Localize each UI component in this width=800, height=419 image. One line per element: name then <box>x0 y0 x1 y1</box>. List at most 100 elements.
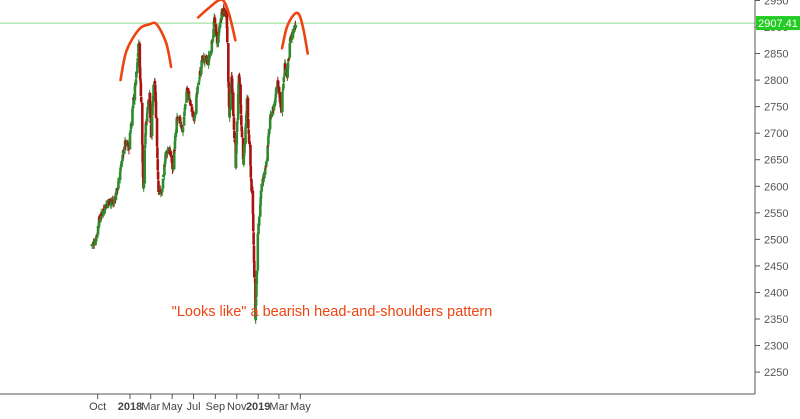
candle <box>225 24 229 45</box>
candle-body <box>251 213 255 232</box>
candle-body <box>169 152 173 155</box>
candle <box>228 108 232 122</box>
candle-body <box>247 134 251 143</box>
candle <box>253 257 256 283</box>
candle <box>227 42 230 83</box>
candle-body <box>100 214 104 216</box>
candle-body <box>138 67 142 80</box>
candle-body <box>270 112 273 117</box>
candle-body <box>186 88 189 91</box>
candle-body <box>248 140 251 145</box>
candle-body <box>279 100 282 107</box>
candle-body <box>236 93 240 120</box>
candle-body <box>255 270 259 285</box>
candle-body <box>241 138 245 160</box>
candle-body <box>95 235 98 237</box>
candle <box>191 106 195 118</box>
candle-body <box>227 82 230 88</box>
candle-body <box>233 130 236 139</box>
candle-body <box>190 103 193 106</box>
candle <box>140 102 144 148</box>
candle <box>169 152 173 156</box>
candle <box>270 111 273 119</box>
candle-body <box>163 164 166 176</box>
candle <box>150 114 154 140</box>
y-tick-label: 2800 <box>764 75 788 87</box>
candle-body <box>225 11 229 29</box>
candle-body <box>262 176 265 182</box>
candle-body <box>286 67 289 77</box>
candle-body <box>175 118 179 134</box>
candle <box>156 146 159 159</box>
candle-body <box>183 111 186 116</box>
candle-body <box>289 39 293 43</box>
x-tick-label: 2018 <box>118 401 142 413</box>
candle-body <box>149 104 152 119</box>
candle-body <box>246 97 250 118</box>
candle-body <box>197 80 201 82</box>
candle-body <box>122 150 126 155</box>
candle-body <box>235 121 239 132</box>
y-tick-label: 2700 <box>764 128 788 140</box>
candle-body <box>156 147 159 159</box>
candle-body <box>282 76 286 83</box>
candle-body <box>141 144 144 162</box>
candle-body <box>235 132 239 145</box>
candle-body <box>256 234 260 271</box>
candle-body <box>186 89 190 92</box>
candle-body <box>274 98 277 103</box>
candle-body <box>196 86 200 90</box>
candle-body <box>263 168 267 175</box>
candle-body <box>278 92 282 103</box>
candle-body <box>90 244 94 246</box>
candle-body <box>137 44 140 53</box>
candle-body <box>170 155 174 163</box>
candle-body <box>171 161 174 170</box>
candle-body <box>257 223 260 235</box>
candle <box>231 89 235 117</box>
candle-body <box>95 234 99 236</box>
arc-right-shoulder <box>280 11 310 55</box>
candle-body <box>276 81 280 87</box>
candle-body <box>225 26 229 43</box>
candle-body <box>153 84 157 93</box>
candle-body <box>193 114 197 118</box>
candle-body <box>96 225 100 235</box>
candle-body <box>164 152 168 156</box>
candle-body <box>249 165 253 178</box>
candle-body <box>129 123 133 130</box>
candle <box>152 83 155 100</box>
candle-body <box>251 190 255 215</box>
candle-body <box>213 17 217 23</box>
candle-body <box>244 126 247 145</box>
candle <box>233 126 236 139</box>
candle-body <box>140 102 144 145</box>
candle-body <box>218 26 221 29</box>
candle <box>154 95 158 119</box>
candle <box>181 125 185 137</box>
candle-body <box>134 79 138 85</box>
candle-body <box>152 84 155 98</box>
candle-body <box>136 62 139 73</box>
candle-body <box>145 112 149 122</box>
candle-body <box>143 144 147 149</box>
candle-body <box>254 306 258 321</box>
candle-body <box>146 101 150 110</box>
candle-body <box>230 78 234 94</box>
candle-body <box>172 149 176 170</box>
candle-body <box>212 28 215 38</box>
candle-body <box>129 131 132 135</box>
candle <box>251 186 255 216</box>
candle-body <box>93 244 96 246</box>
x-tick-label: Sep <box>206 401 226 413</box>
candle-body <box>133 85 137 101</box>
candle-body <box>185 91 188 103</box>
candle-body <box>277 86 281 94</box>
candle-body <box>178 117 182 124</box>
candle-body <box>139 96 143 103</box>
candle <box>275 85 278 93</box>
candle-body <box>243 143 246 154</box>
candle-body <box>139 82 143 96</box>
